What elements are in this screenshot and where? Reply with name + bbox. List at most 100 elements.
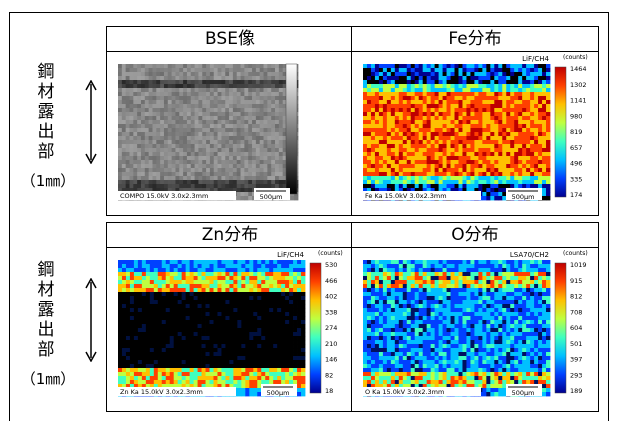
map-pixel bbox=[273, 364, 277, 368]
map-pixel bbox=[218, 184, 222, 188]
map-pixel bbox=[399, 104, 403, 108]
map-pixel bbox=[474, 100, 478, 104]
map-pixel bbox=[482, 124, 486, 128]
map-pixel bbox=[271, 120, 275, 124]
map-pixel bbox=[198, 172, 202, 176]
map-pixel bbox=[118, 288, 122, 292]
map-pixel bbox=[150, 372, 154, 376]
map-pixel bbox=[462, 88, 466, 92]
map-pixel bbox=[229, 292, 233, 296]
map-pixel bbox=[182, 316, 186, 320]
map-pixel bbox=[447, 76, 451, 80]
map-pixel bbox=[145, 184, 149, 188]
map-pixel bbox=[267, 144, 271, 148]
map-pixel bbox=[130, 324, 134, 328]
map-pixel bbox=[435, 140, 439, 144]
map-pixel bbox=[279, 168, 283, 172]
map-pixel bbox=[252, 84, 256, 88]
map-pixel bbox=[198, 380, 202, 384]
map-pixel bbox=[129, 184, 133, 188]
map-pixel bbox=[490, 108, 494, 112]
map-pixel bbox=[256, 148, 260, 152]
map-pixel bbox=[289, 340, 293, 344]
map-pixel bbox=[538, 92, 542, 96]
map-pixel bbox=[277, 260, 281, 264]
map-pixel bbox=[129, 180, 133, 184]
colorbar-label: 338 bbox=[325, 308, 337, 316]
map-pixel bbox=[391, 152, 395, 156]
map-pixel bbox=[198, 116, 202, 120]
map-pixel bbox=[273, 356, 277, 360]
map-pixel bbox=[261, 380, 265, 384]
map-pixel bbox=[229, 92, 233, 96]
map-pixel bbox=[443, 72, 447, 76]
map-pixel bbox=[391, 108, 395, 112]
map-pixel bbox=[289, 300, 293, 304]
map-pixel bbox=[486, 108, 490, 112]
map-pixel bbox=[407, 80, 411, 84]
map-pixel bbox=[431, 160, 435, 164]
map-pixel bbox=[293, 264, 297, 268]
map-pixel bbox=[470, 120, 474, 124]
map-pixel bbox=[494, 88, 498, 92]
map-pixel bbox=[411, 180, 415, 184]
map-pixel bbox=[145, 176, 149, 180]
map-pixel bbox=[466, 176, 470, 180]
map-pixel bbox=[154, 344, 158, 348]
map-pixel bbox=[363, 184, 367, 188]
map-pixel bbox=[202, 348, 206, 352]
map-pixel bbox=[129, 92, 133, 96]
map-pixel bbox=[285, 272, 289, 276]
map-pixel bbox=[202, 172, 206, 176]
map-pixel bbox=[241, 76, 245, 80]
map-pixel bbox=[534, 264, 538, 268]
map-pixel bbox=[371, 268, 375, 272]
map-pixel bbox=[126, 288, 130, 292]
map-pixel bbox=[225, 168, 229, 172]
map-pixel bbox=[542, 76, 546, 80]
map-pixel bbox=[538, 180, 542, 184]
map-pixel bbox=[447, 160, 451, 164]
map-pixel bbox=[198, 304, 202, 308]
map-pixel bbox=[221, 288, 225, 292]
map-pixel bbox=[443, 160, 447, 164]
map-pixel bbox=[455, 116, 459, 120]
map-pixel bbox=[164, 148, 168, 152]
map-pixel bbox=[166, 356, 170, 360]
map-pixel bbox=[210, 132, 214, 136]
map-pixel bbox=[218, 108, 222, 112]
map-pixel bbox=[202, 80, 206, 84]
map-pixel bbox=[241, 176, 245, 180]
map-pixel bbox=[379, 176, 383, 180]
colorbar bbox=[555, 67, 566, 197]
map-pixel bbox=[206, 152, 210, 156]
map-pixel bbox=[383, 84, 387, 88]
map-pixel bbox=[522, 68, 526, 72]
map-pixel bbox=[534, 64, 538, 68]
map-pixel bbox=[146, 268, 150, 272]
map-pixel bbox=[375, 164, 379, 168]
map-pixel bbox=[256, 164, 260, 168]
map-pixel bbox=[265, 348, 269, 352]
map-pixel bbox=[494, 168, 498, 172]
map-pixel bbox=[134, 260, 138, 264]
map-pixel bbox=[206, 64, 210, 68]
map-pixel bbox=[122, 112, 126, 116]
map-pixel bbox=[233, 176, 237, 180]
map-pixel bbox=[241, 96, 245, 100]
map-pixel bbox=[118, 132, 122, 136]
map-pixel bbox=[265, 352, 269, 356]
map-pixel bbox=[221, 124, 225, 128]
map-pixel bbox=[451, 172, 455, 176]
map-pixel bbox=[514, 100, 518, 104]
map-pixel bbox=[419, 120, 423, 124]
map-pixel bbox=[443, 104, 447, 108]
map-pixel bbox=[122, 360, 126, 364]
map-pixel bbox=[175, 116, 179, 120]
map-pixel bbox=[160, 116, 164, 120]
map-pixel bbox=[435, 96, 439, 100]
map-pixel bbox=[379, 172, 383, 176]
map-pixel bbox=[187, 136, 191, 140]
map-pixel bbox=[198, 352, 202, 356]
map-pixel bbox=[502, 108, 506, 112]
